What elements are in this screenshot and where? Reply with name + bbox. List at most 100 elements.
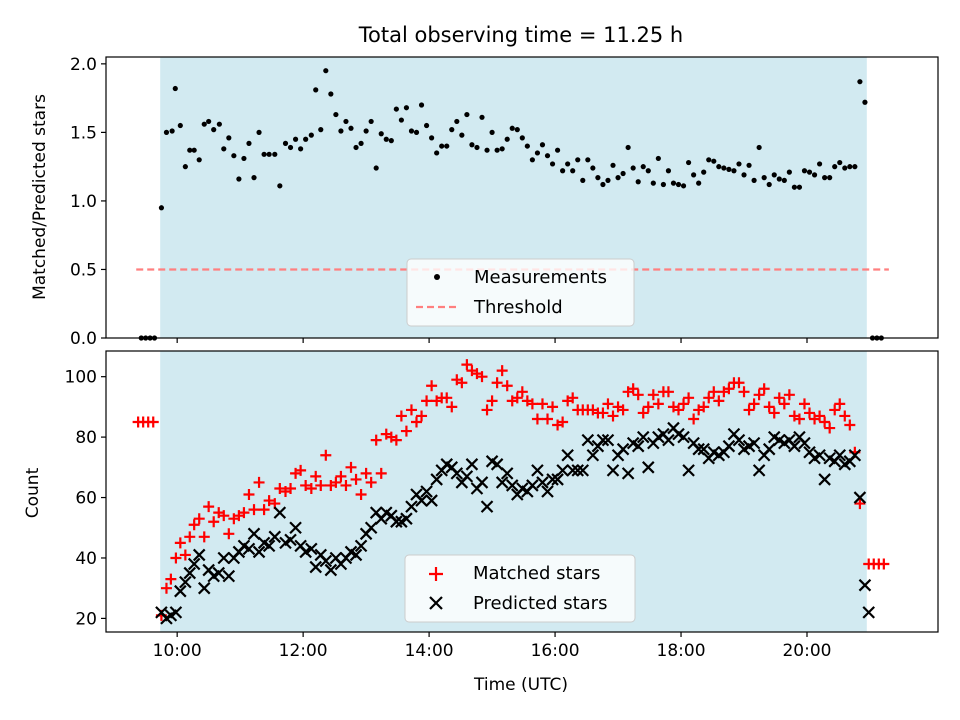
measurement-point [837, 159, 843, 166]
matched-star-point [285, 482, 297, 494]
threshold-legend-label: Threshold [473, 297, 563, 318]
matched-star-point [607, 410, 619, 422]
ratio-y-tick-label: 1.0 [70, 192, 97, 212]
measurement-point [660, 181, 666, 188]
matched-star-point [793, 413, 805, 425]
matched-star-point [753, 389, 765, 401]
measurement-point [746, 162, 752, 168]
measurement-point [383, 136, 389, 142]
predicted-stars-layer [155, 421, 875, 625]
measurement-point [206, 118, 212, 125]
predicted-star-point [400, 512, 413, 525]
predicted-star-point [179, 575, 192, 589]
measurement-point [282, 140, 289, 146]
measurement-point [539, 142, 546, 148]
predicted-star-point [415, 494, 428, 507]
matched-star-point [461, 359, 473, 371]
predicted-star-point [677, 430, 690, 444]
measurement-point [459, 132, 465, 138]
measurement-point [454, 118, 460, 125]
matched-star-point [315, 479, 327, 491]
matched-star-point [688, 413, 700, 425]
measurement-point [796, 184, 803, 190]
matched-star-point [597, 407, 609, 419]
matched-star-point [184, 531, 196, 543]
measurement-point [378, 131, 384, 137]
predicted-star-point [566, 464, 579, 477]
matched-star-point [698, 401, 710, 413]
measurement-point [560, 168, 566, 174]
predicted-star-point [752, 464, 766, 477]
matched-star-point [248, 504, 260, 516]
predicted-star-point [621, 467, 635, 480]
matched-star-point [170, 552, 182, 564]
measurement-point [847, 164, 853, 170]
measurement-point [726, 166, 732, 172]
measurement-point [287, 144, 294, 151]
measurements-layer [138, 68, 884, 341]
measurement-point [474, 144, 480, 151]
matched-star-point [834, 398, 846, 410]
measurement-point [489, 129, 495, 135]
predicted-star-point [551, 473, 564, 486]
measurement-point [524, 143, 530, 149]
measurement-point [256, 129, 262, 135]
measurement-point [862, 99, 868, 105]
measurement-point [353, 144, 359, 151]
measurement-point [640, 164, 646, 170]
predicted-star-point [636, 430, 650, 444]
ratio-x-ticks [176, 338, 808, 343]
matched-star-point [208, 516, 220, 528]
matched-star-point [335, 470, 347, 482]
ratio-y-axis-label: Matched/Predicted stars [30, 94, 50, 300]
matched-star-point [773, 392, 785, 404]
measurement-point [484, 147, 490, 153]
matched-star-point [738, 386, 750, 398]
matched-star-point [768, 407, 780, 419]
measurement-point [544, 153, 551, 159]
measurement-point [781, 177, 787, 183]
measurement-point [363, 128, 369, 134]
predicted-star-point [430, 473, 443, 486]
measurement-point [251, 175, 257, 181]
measurement-point [413, 129, 420, 135]
predicted-legend-marker [429, 596, 443, 610]
measurement-point [231, 153, 237, 159]
measurement-point [580, 177, 586, 183]
measurement-point [313, 87, 319, 93]
measurement-point [716, 164, 722, 170]
count-y-tick-label: 60 [75, 489, 97, 509]
ratio-legend-box [406, 258, 635, 327]
count-panel-frame [105, 350, 939, 633]
matched-star-point [486, 395, 498, 407]
measurement-point [423, 122, 430, 129]
measurement-point [182, 164, 188, 170]
predicted-star-point [606, 464, 620, 477]
matched-star-point [652, 398, 664, 410]
measurement-point [741, 172, 747, 178]
matched-star-point [673, 404, 685, 416]
measurement-point [766, 181, 772, 188]
predicted-star-point [324, 563, 338, 577]
matched-star-point [223, 528, 235, 540]
measurement-point [711, 158, 717, 164]
matched-star-point [147, 416, 159, 428]
predicted-star-point [242, 542, 256, 556]
predicted-star-point [500, 467, 514, 480]
measurement-point [675, 181, 682, 188]
measurement-point [665, 168, 672, 174]
measurement-point [398, 117, 404, 123]
count-legend-box [404, 554, 636, 623]
matched-star-point [627, 383, 639, 395]
predicted-star-point [490, 458, 504, 471]
matched-star-point [360, 467, 372, 479]
measurement-point [529, 157, 535, 163]
predicted-star-point [480, 500, 494, 513]
predicted-star-point [252, 545, 266, 559]
predicted-star-point [692, 442, 705, 456]
predicted-star-point [697, 442, 710, 456]
matched-star-point [203, 501, 215, 513]
measurement-point [670, 180, 677, 186]
matched-star-point [567, 392, 579, 404]
measurement-point [191, 147, 197, 153]
